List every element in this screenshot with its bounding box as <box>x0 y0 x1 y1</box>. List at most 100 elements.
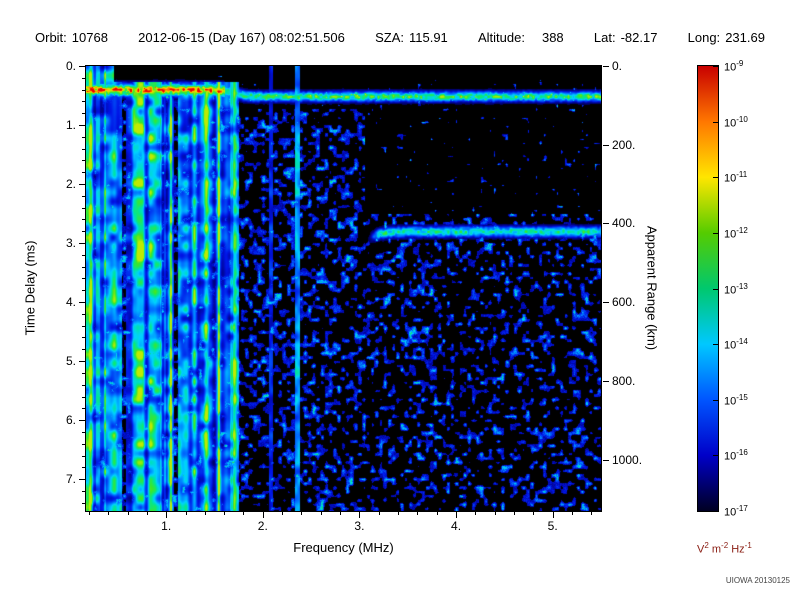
lat-value: -82.17 <box>620 30 658 45</box>
x-tick-label: 2. <box>257 519 268 533</box>
y-minor-tick-mark <box>82 372 85 374</box>
credit-stamp: UIOWA 20130125 <box>725 576 790 585</box>
colorbar-tick-label: 10-9 <box>724 59 744 74</box>
colorbar-tick-mark <box>713 121 718 123</box>
colorbar-tick-mark <box>713 344 718 346</box>
y-tick-mark <box>79 243 85 245</box>
x-minor-tick-mark <box>572 512 573 515</box>
colorbar-tick-mark <box>713 177 718 179</box>
x-minor-tick-mark <box>340 512 342 515</box>
x-minor-tick-mark <box>514 512 516 515</box>
x-minor-tick-mark <box>108 512 110 515</box>
lat-label: Lat: <box>593 30 616 45</box>
x-minor-tick-mark <box>494 512 496 515</box>
right-axis-title: Apparent Range (km) <box>644 225 660 351</box>
colorbar-tick-label: 10-10 <box>724 114 748 130</box>
y-minor-tick-mark <box>82 148 85 150</box>
colorbar-tick-label: 10-15 <box>724 392 748 408</box>
range-tick-label: 1000. <box>612 452 643 467</box>
y-tick-mark <box>79 184 85 186</box>
sza-label: SZA: <box>375 30 404 45</box>
y-tick-mark <box>79 66 85 67</box>
y-minor-tick-mark <box>82 467 85 469</box>
y-tick-label: 0. <box>65 59 76 73</box>
colorbar-tick-label: 10-13 <box>724 281 748 297</box>
orbit-label: Orbit: <box>35 30 67 45</box>
y-minor-tick-mark <box>82 431 85 433</box>
x-minor-tick-mark <box>146 512 148 515</box>
y-tick-label: 1. <box>65 118 76 133</box>
x-tick-mark <box>552 512 554 518</box>
x-tick-mark <box>262 512 264 518</box>
y-tick-label: 3. <box>65 236 76 251</box>
y-minor-tick-mark <box>82 101 85 103</box>
y-minor-tick-mark <box>82 490 85 492</box>
y-tick-label: 2. <box>65 177 76 192</box>
y-minor-tick-mark <box>82 231 85 233</box>
x-minor-tick-mark <box>127 512 129 515</box>
orbit-value: 10768 <box>71 30 108 45</box>
y-minor-tick-mark <box>82 337 85 339</box>
range-tick-label: 400. <box>612 216 636 231</box>
y-minor-tick-mark <box>82 396 85 398</box>
range-tick-label: 200. <box>612 137 636 152</box>
spectrogram-plot-area <box>85 65 602 512</box>
y-tick-mark <box>79 125 85 127</box>
sza-value: 115.91 <box>408 30 448 45</box>
x-tick-mark <box>166 512 168 518</box>
range-tick-label: 0. <box>612 59 623 73</box>
y-axis-title: Time Delay (ms) <box>22 240 38 336</box>
range-tick-mark <box>603 459 609 461</box>
y-tick-mark <box>79 361 85 363</box>
altitude-label: Altitude: <box>477 30 525 45</box>
y-minor-tick-mark <box>82 113 85 115</box>
y-minor-tick-mark <box>82 313 85 315</box>
y-minor-tick-mark <box>82 408 85 410</box>
x-minor-tick-mark <box>224 512 226 515</box>
x-minor-tick-mark <box>475 512 477 515</box>
y-minor-tick-mark <box>82 266 85 268</box>
x-tick-mark <box>359 512 361 518</box>
x-tick-label: 1. <box>161 519 172 533</box>
x-minor-tick-mark <box>417 512 419 515</box>
spectrogram-canvas <box>86 66 601 511</box>
altitude-field: Altitude: 388 <box>478 30 564 45</box>
y-minor-tick-mark <box>82 195 85 197</box>
x-tick-label: 4. <box>451 519 462 533</box>
y-minor-tick-mark <box>82 349 85 351</box>
x-minor-tick-mark <box>88 512 90 515</box>
y-minor-tick-mark <box>82 278 85 280</box>
y-tick-label: 4. <box>65 295 76 310</box>
colorbar-tick-mark <box>713 232 718 234</box>
sza-field: SZA: 115.91 <box>375 30 448 45</box>
colorbar-tick-label: 10-16 <box>724 448 748 464</box>
header-info: Orbit: 10768 2012-06-15 (Day 167) 08:02:… <box>35 30 765 45</box>
range-tick-mark <box>603 223 609 225</box>
colorbar-tick-mark <box>713 288 718 290</box>
y-minor-tick-mark <box>82 207 85 209</box>
long-label: Long: <box>687 30 721 45</box>
long-field: Long: 231.69 <box>688 30 765 45</box>
orbit-field: Orbit: 10768 <box>35 30 108 45</box>
colorbar-tick-label: 10-17 <box>724 504 748 519</box>
x-minor-tick-mark <box>301 512 303 515</box>
x-minor-tick-mark <box>591 512 593 515</box>
y-minor-tick-mark <box>82 455 85 457</box>
x-minor-tick-mark <box>204 512 206 515</box>
y-minor-tick-mark <box>82 325 85 327</box>
y-minor-tick-mark <box>82 172 85 174</box>
y-minor-tick-mark <box>82 77 85 79</box>
y-tick-mark <box>79 479 85 481</box>
x-tick-mark <box>456 512 458 518</box>
range-tick-mark <box>603 66 609 67</box>
colorbar-tick-label: 10-11 <box>724 170 748 185</box>
y-tick-label: 6. <box>65 413 76 428</box>
datetime-value: 2012-06-15 (Day 167) 08:02:51.506 <box>138 30 345 45</box>
colorbar-unit-label: V2 m-2 Hz-1 <box>697 541 752 556</box>
colorbar-tick-label: 10-12 <box>724 225 748 241</box>
x-axis-title: Frequency (MHz) <box>293 540 394 555</box>
x-minor-tick-mark <box>436 512 438 515</box>
colorbar-tick-mark <box>713 455 718 457</box>
long-value: 231.69 <box>725 30 765 45</box>
